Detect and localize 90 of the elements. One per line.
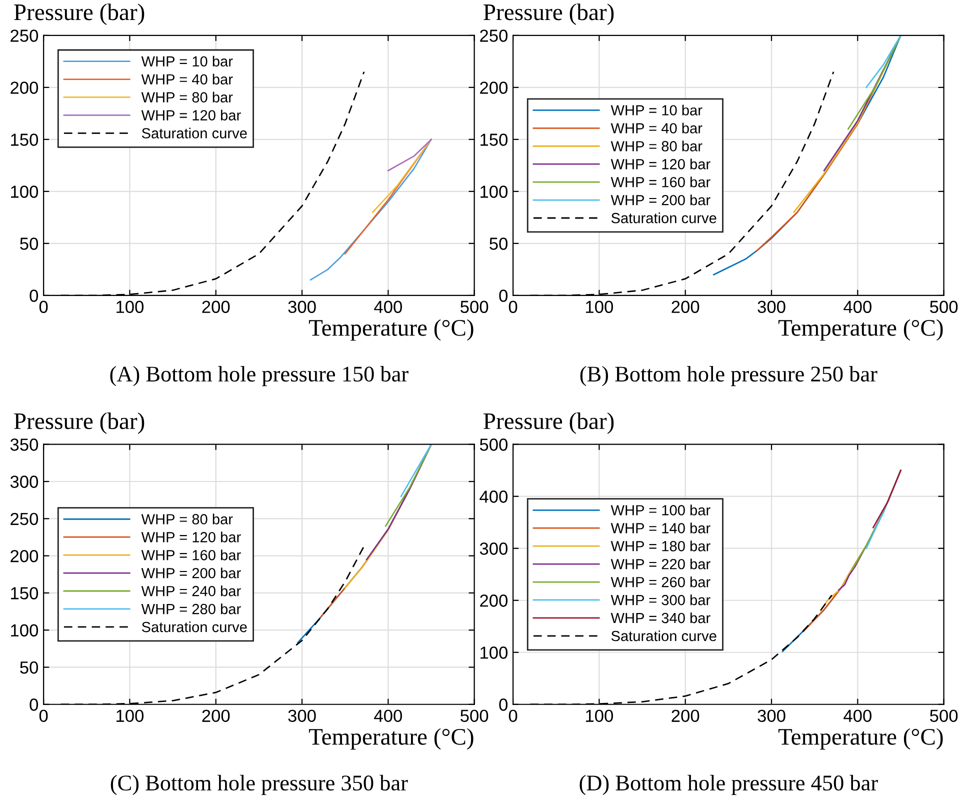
legend-label: WHP = 260 bar	[610, 576, 710, 588]
legend-label: WHP = 40 bar	[610, 122, 702, 134]
legend-label: WHP = 300 bar	[610, 594, 710, 606]
y-tick-label: 250	[10, 30, 38, 42]
x-tick-label: 100	[586, 710, 613, 722]
x-tick-label: 400	[374, 710, 402, 722]
x-axis-title: Temperature (°C)	[778, 728, 943, 750]
y-tick-label: 0	[499, 290, 508, 302]
y-tick-label: 250	[480, 30, 508, 42]
y-tick-label: 100	[480, 646, 508, 659]
y-tick-label: 100	[11, 186, 38, 198]
legend-label: WHP = 120 bar	[141, 532, 241, 542]
legend-label: WHP = 340 bar	[610, 612, 710, 624]
x-axis-title: Temperature (°C)	[308, 728, 474, 750]
x-axis-title: Temperature (°C)	[308, 319, 474, 341]
legend-label: WHP = 200 bar	[141, 568, 241, 578]
legend-label: WHP = 160 bar	[141, 550, 241, 560]
text: (B) Bottom hole pressure 250 bar	[580, 366, 878, 386]
y-tick-label: 50	[20, 661, 38, 674]
y-tick-label: 150	[11, 587, 38, 600]
x-tick-label: 100	[586, 300, 613, 314]
line-series	[310, 138, 432, 281]
y-axis-title: Pressure (bar)	[484, 4, 614, 26]
text: (C) Bottom hole pressure 350 bar	[110, 774, 408, 796]
legend-label: WHP = 180 bar	[610, 540, 710, 552]
legend-label: WHP = 240 bar	[141, 586, 241, 596]
y-tick-label: 300	[480, 542, 508, 555]
legend-label: WHP = 160 bar	[610, 176, 710, 188]
y-tick-label: 100	[480, 186, 508, 198]
x-tick-label: 400	[844, 710, 872, 722]
legend-label: Saturation curve	[611, 212, 716, 224]
y-tick-label: 250	[10, 512, 38, 526]
y-tick-label: 0	[499, 698, 508, 711]
y-axis-title: Pressure (bar)	[484, 412, 614, 434]
x-tick-label: 200	[672, 710, 700, 722]
x-tick-label: 100	[116, 300, 144, 314]
legend-label: Saturation curve	[611, 630, 716, 642]
y-tick-label: 150	[11, 134, 38, 146]
legend-label: Saturation curve	[142, 128, 247, 138]
x-tick-label: 400	[374, 300, 402, 314]
y-tick-label: 50	[20, 238, 38, 250]
y-tick-label: 400	[480, 490, 508, 503]
legend-label: WHP = 220 bar	[610, 558, 710, 570]
legend-label: WHP = 120 bar	[141, 110, 241, 120]
y-tick-label: 200	[10, 550, 38, 562]
x-tick-label: 500	[930, 710, 958, 722]
x-tick-label: 300	[758, 710, 786, 722]
y-axis-title: Pressure (bar)	[14, 4, 144, 26]
y-tick-label: 200	[480, 594, 508, 607]
x-tick-label: 300	[288, 710, 316, 722]
text: (A) Bottom hole pressure 150 bar	[110, 366, 408, 386]
x-tick-label: 300	[758, 300, 786, 314]
legend-label: WHP = 80 bar	[141, 514, 233, 524]
y-tick-label: 150	[480, 134, 508, 146]
x-tick-label: 500	[460, 300, 488, 314]
text: (D) Bottom hole pressure 450 bar	[580, 774, 878, 796]
x-tick-label: 400	[844, 300, 872, 314]
x-tick-label: 300	[288, 300, 316, 314]
y-tick-label: 200	[480, 82, 508, 94]
legend-label: WHP = 80 bar	[610, 140, 702, 152]
y-tick-label: 300	[10, 476, 38, 488]
x-tick-label: 500	[460, 710, 488, 722]
legend-label: WHP = 10 bar	[141, 56, 233, 67]
y-tick-label: 350	[10, 438, 38, 451]
x-tick-label: 200	[672, 300, 700, 314]
y-tick-label: 0	[30, 290, 38, 302]
legend-label: WHP = 120 bar	[610, 158, 710, 170]
legend-label: WHP = 280 bar	[141, 604, 241, 614]
x-tick-label: 0	[39, 300, 48, 314]
x-tick-label: 0	[508, 300, 518, 314]
y-axis-title: Pressure (bar)	[14, 412, 144, 434]
legend-label: WHP = 200 bar	[610, 194, 710, 206]
x-tick-label: 500	[930, 300, 958, 314]
x-tick-label: 0	[39, 710, 48, 722]
legend-label: WHP = 100 bar	[610, 504, 710, 516]
x-tick-label: 100	[116, 710, 144, 722]
y-tick-label: 500	[480, 438, 508, 451]
x-tick-label: 0	[508, 710, 518, 722]
y-tick-label: 0	[30, 698, 38, 711]
y-tick-label: 100	[11, 624, 38, 637]
legend-label: WHP = 10 bar	[610, 104, 702, 116]
legend-label: Saturation curve	[142, 621, 247, 632]
legend-label: WHP = 140 bar	[610, 522, 710, 534]
y-tick-label: 200	[10, 82, 38, 94]
y-tick-label: 50	[490, 238, 508, 250]
x-axis-title: Temperature (°C)	[778, 319, 943, 341]
x-tick-label: 200	[202, 710, 230, 722]
x-tick-label: 200	[202, 300, 230, 314]
legend-label: WHP = 80 bar	[141, 92, 233, 102]
legend-label: WHP = 40 bar	[141, 74, 233, 85]
